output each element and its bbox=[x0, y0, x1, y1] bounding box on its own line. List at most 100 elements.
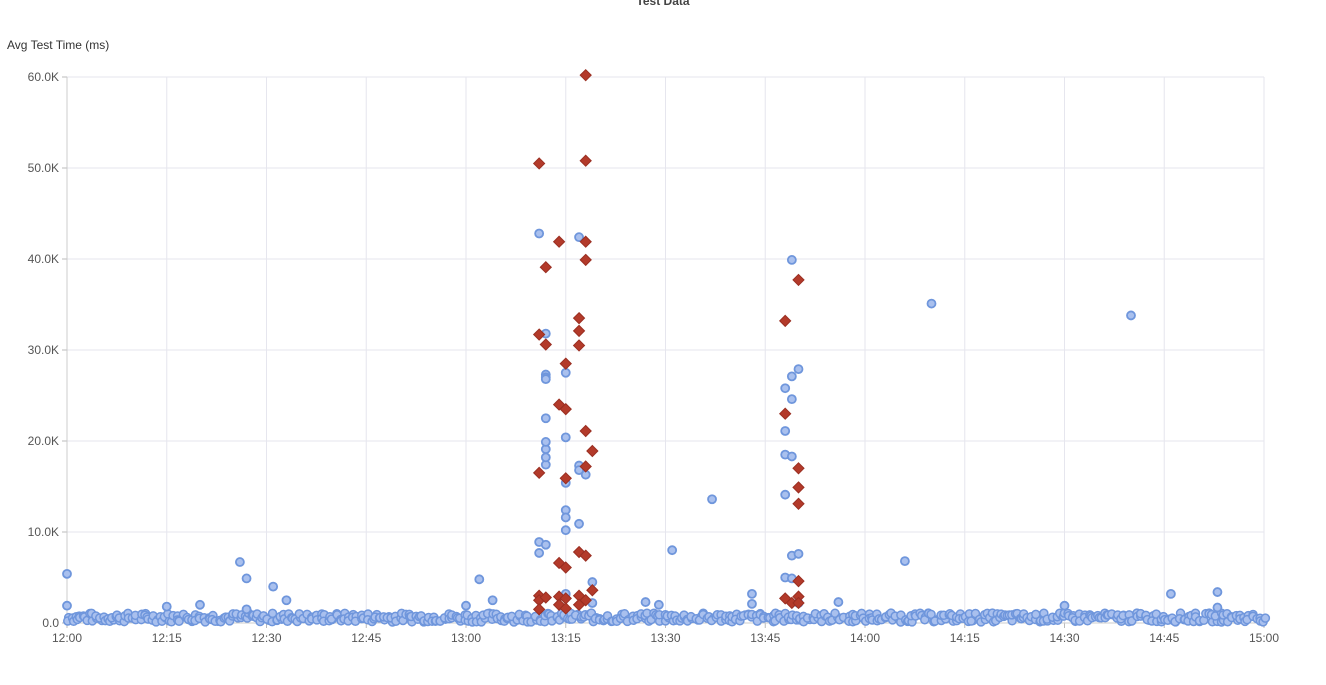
data-point-diamond bbox=[539, 260, 553, 274]
x-tick-label: 14:45 bbox=[1149, 631, 1179, 645]
data-point-diamond bbox=[792, 596, 805, 610]
data-point-circle bbox=[926, 298, 937, 309]
y-axis-label: Avg Test Time (ms) bbox=[7, 38, 110, 52]
data-point-circle bbox=[560, 512, 571, 523]
data-point-circle bbox=[281, 595, 292, 606]
data-point-diamond bbox=[586, 444, 599, 458]
data-point-diamond bbox=[586, 584, 599, 597]
data-point-circle bbox=[540, 539, 551, 550]
x-tick-label: 12:00 bbox=[52, 631, 82, 645]
y-tick-label: 30.0K bbox=[28, 343, 59, 357]
data-point-circle bbox=[474, 574, 485, 585]
data-point-circle bbox=[786, 371, 797, 382]
data-point-circle bbox=[268, 581, 279, 592]
data-point-diamond bbox=[579, 594, 592, 607]
baseline-point bbox=[1260, 613, 1271, 623]
x-tick-label: 14:30 bbox=[1049, 631, 1079, 645]
data-point-diamond bbox=[559, 357, 572, 370]
data-point-circle bbox=[1166, 588, 1176, 599]
data-point-circle bbox=[241, 573, 252, 584]
x-tick-label: 14:00 bbox=[850, 631, 880, 645]
data-point-diamond bbox=[559, 402, 572, 416]
data-point-diamond bbox=[552, 235, 566, 248]
data-point-circle bbox=[461, 600, 471, 611]
y-tick-label: 10.0K bbox=[28, 525, 59, 539]
data-point-circle bbox=[900, 556, 910, 567]
data-point-diamond bbox=[778, 314, 792, 328]
data-point-diamond bbox=[539, 338, 553, 351]
data-point-circle bbox=[62, 568, 72, 579]
x-tick-label: 13:30 bbox=[650, 631, 680, 645]
data-point-circle bbox=[640, 597, 651, 607]
data-point-diamond bbox=[579, 154, 592, 167]
data-point-circle bbox=[786, 451, 797, 462]
data-point-diamond bbox=[579, 460, 592, 473]
data-point-circle bbox=[793, 548, 804, 559]
data-point-circle bbox=[793, 364, 804, 375]
data-point-circle bbox=[1126, 310, 1136, 321]
x-tick-label: 13:00 bbox=[451, 631, 481, 645]
x-tick-label: 13:15 bbox=[551, 631, 581, 645]
data-point-diamond bbox=[579, 424, 592, 438]
data-point-circle bbox=[161, 601, 172, 612]
data-point-circle bbox=[241, 604, 252, 615]
data-point-diamond bbox=[532, 328, 546, 341]
data-point-circle bbox=[574, 518, 584, 529]
data-point-circle bbox=[707, 494, 717, 505]
data-point-diamond bbox=[579, 235, 592, 248]
data-point-circle bbox=[560, 367, 571, 378]
data-point-circle bbox=[540, 452, 551, 463]
data-point-circle bbox=[786, 255, 797, 265]
data-point-circle bbox=[234, 557, 245, 567]
y-tick-label: 20.0K bbox=[28, 434, 59, 448]
data-point-circle bbox=[780, 383, 791, 394]
data-point-diamond bbox=[572, 339, 586, 352]
y-tick-label: 60.0K bbox=[28, 70, 59, 84]
data-point-circle bbox=[534, 228, 545, 239]
data-point-circle bbox=[780, 426, 791, 436]
data-point-diamond bbox=[572, 311, 586, 325]
data-point-diamond bbox=[559, 602, 572, 615]
data-point-circle bbox=[1059, 600, 1070, 611]
data-point-diamond bbox=[532, 157, 546, 170]
data-point-circle bbox=[833, 597, 844, 607]
data-point-circle bbox=[786, 394, 797, 405]
x-tick-label: 15:00 bbox=[1249, 631, 1279, 645]
data-point-diamond bbox=[559, 472, 572, 485]
data-point-circle bbox=[540, 437, 551, 447]
data-point-circle bbox=[62, 600, 72, 611]
data-point-circle bbox=[487, 595, 498, 606]
y-tick-label: 0.0 bbox=[42, 616, 59, 630]
data-point-diamond bbox=[792, 497, 805, 510]
data-point-circle bbox=[560, 432, 571, 443]
data-point-diamond bbox=[579, 253, 592, 267]
data-point-circle bbox=[574, 465, 584, 476]
data-point-circle bbox=[780, 489, 791, 500]
data-point-diamond bbox=[532, 603, 546, 616]
y-tick-label: 50.0K bbox=[28, 161, 59, 175]
data-point-circle bbox=[1212, 602, 1223, 613]
data-point-diamond bbox=[572, 324, 586, 338]
data-point-diamond bbox=[792, 273, 805, 287]
data-point-circle bbox=[747, 588, 757, 599]
data-point-diamond bbox=[559, 561, 572, 574]
x-tick-label: 12:45 bbox=[351, 631, 381, 645]
data-point-diamond bbox=[792, 481, 805, 494]
data-point-circle bbox=[540, 374, 551, 385]
data-point-circle bbox=[1212, 587, 1223, 597]
data-point-circle bbox=[747, 598, 757, 609]
data-point-circle bbox=[560, 525, 571, 536]
x-tick-label: 13:45 bbox=[750, 631, 780, 645]
data-point-circle bbox=[667, 545, 678, 556]
chart-title: Test Data bbox=[636, 0, 690, 8]
data-point-diamond bbox=[792, 462, 805, 475]
data-point-diamond bbox=[778, 407, 792, 420]
x-tick-label: 12:30 bbox=[251, 631, 281, 645]
data-point-diamond bbox=[579, 68, 592, 82]
data-point-diamond bbox=[792, 574, 805, 588]
data-point-circle bbox=[540, 413, 551, 424]
x-tick-label: 14:15 bbox=[950, 631, 980, 645]
data-point-circle bbox=[574, 232, 584, 243]
data-point-circle bbox=[534, 548, 545, 558]
